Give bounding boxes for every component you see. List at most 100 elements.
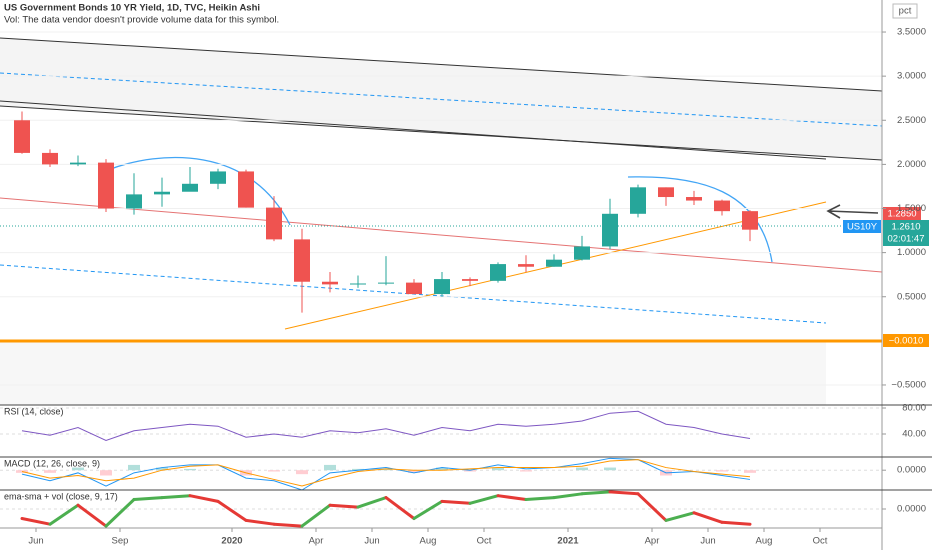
histogram-bar	[44, 470, 56, 473]
histogram-bar	[408, 470, 420, 473]
oscillator-segment	[692, 511, 724, 524]
candle-body	[98, 162, 114, 209]
y-tick-label: 3.0000	[897, 71, 926, 82]
unit: pct	[899, 6, 912, 17]
candle-body	[406, 282, 422, 295]
y-tick-label: 0.0000	[897, 465, 926, 476]
oscillator-segment	[720, 520, 752, 526]
trend-line	[0, 100, 827, 160]
histogram-bar	[72, 467, 84, 471]
channel-mid	[0, 72, 883, 127]
candle-body	[462, 279, 478, 281]
histogram-bar	[520, 470, 532, 472]
candle-body	[686, 197, 702, 201]
x-tick-label: Jun	[700, 536, 715, 547]
volume-note: Vol: The data vendor doesn't provide vol…	[4, 15, 279, 26]
candle-body	[42, 152, 58, 165]
trend-line	[0, 197, 883, 273]
candle-body	[574, 246, 590, 260]
oscillator-segment	[356, 496, 388, 509]
histogram-bar	[744, 470, 756, 473]
oscillator-segment	[104, 498, 136, 528]
oscillator-segment	[328, 503, 360, 509]
oscillator-segment	[160, 494, 192, 500]
oscillator-segment	[272, 522, 304, 528]
histogram-bar	[156, 467, 168, 471]
trend-line	[0, 37, 883, 92]
histogram-bar	[436, 467, 448, 471]
oscillator-segment	[580, 490, 612, 496]
x-tick-label: Jun	[364, 536, 379, 547]
candle-body	[518, 264, 534, 267]
oscillator-segment	[412, 499, 444, 520]
arc	[107, 156, 291, 226]
y-tick-label: 1.0000	[897, 247, 926, 258]
candle-body	[322, 281, 338, 285]
oscillator-segment	[300, 503, 332, 528]
plot	[0, 31, 882, 528]
oscillator-segment	[636, 492, 668, 522]
oscillator-segment	[20, 517, 52, 526]
candle-body	[490, 264, 506, 281]
x-tick-label: Apr	[645, 536, 660, 547]
level-price: −0.0010	[889, 336, 924, 347]
histogram-bar	[352, 468, 364, 471]
last-label	[883, 220, 929, 246]
panel-title: RSI (14, close)	[4, 406, 64, 416]
x-tick-label: 2020	[221, 536, 242, 547]
histogram-bar	[100, 470, 112, 476]
candle-body	[602, 213, 618, 247]
y-tick-label: 0.0000	[897, 504, 926, 515]
arrow	[826, 204, 879, 219]
histogram-bar	[576, 467, 588, 471]
candle-body	[434, 279, 450, 295]
level-label	[883, 334, 929, 347]
unit-box	[892, 3, 918, 19]
y-tick-label: 3.5000	[897, 27, 926, 38]
symbol: US10Y	[847, 222, 878, 233]
histogram-bar	[716, 470, 728, 472]
candle-body	[266, 207, 282, 240]
histogram-bar	[464, 470, 476, 472]
candle-body	[658, 187, 674, 198]
candle-body	[378, 282, 394, 284]
y-tick-label: 80.00	[902, 403, 926, 414]
alert-price: 1.2850	[887, 209, 916, 220]
panel-title: ema-sma + vol (close, 9, 17)	[4, 491, 118, 501]
y-tick-label: 1.5000	[897, 203, 926, 214]
candle-body	[630, 187, 646, 214]
oscillator-segment	[608, 490, 640, 496]
histogram-bar	[128, 464, 140, 471]
last-price: 1.2610	[891, 222, 920, 233]
x-tick-label: Sep	[112, 536, 129, 547]
y-tick-label: 2.0000	[897, 159, 926, 170]
x-tick-label: Oct	[477, 536, 492, 547]
zone-fill	[0, 341, 826, 405]
candle-body	[182, 183, 198, 192]
candle-body	[714, 200, 730, 212]
histogram-bar	[268, 470, 280, 472]
candle-body	[238, 171, 254, 208]
candle-body	[546, 259, 562, 267]
x-tick-label: Aug	[420, 536, 437, 547]
oscillator-segment	[524, 496, 556, 501]
trend-line	[0, 105, 883, 161]
histogram-bar	[604, 467, 616, 471]
candle-body	[14, 120, 30, 153]
countdown: 02:01:47	[888, 234, 925, 245]
candle-body	[294, 239, 310, 282]
x-tick-label: Aug	[756, 536, 773, 547]
signal-line	[21, 459, 751, 487]
histogram-bar	[296, 470, 308, 475]
oscillator-segment	[496, 494, 528, 501]
oscillator-segment	[188, 494, 220, 503]
candle-body	[210, 171, 226, 184]
x-tick-label: Oct	[813, 536, 828, 547]
panel-title: MACD (12, 26, close, 9)	[4, 458, 100, 468]
arc	[627, 176, 773, 263]
chart-title: US Government Bonds 10 YR Yield, 1D, TVC…	[4, 3, 260, 14]
y-tick-label: 2.5000	[897, 115, 926, 126]
candle-body	[70, 162, 86, 165]
alert-label	[883, 207, 921, 220]
